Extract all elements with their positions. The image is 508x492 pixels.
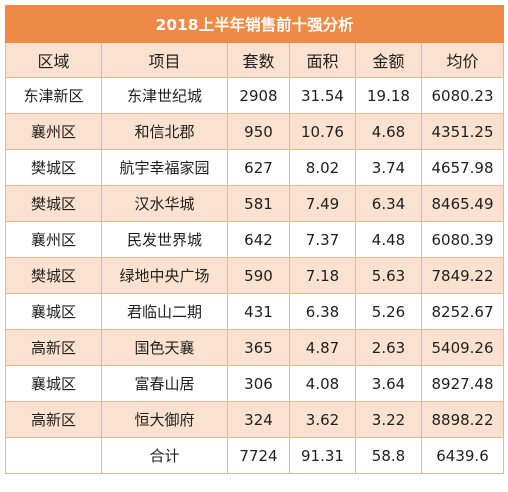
avg-price-cell: 7849.22 [420, 257, 505, 294]
project-cell: 航宇幸福家园 [101, 149, 228, 186]
header-row: 区域 项目 套数 面积 金额 均价 [5, 42, 505, 78]
total-label: 合计 [101, 437, 228, 474]
table-row: 樊城区 航宇幸福家园 627 8.02 3.74 4657.98 [5, 149, 505, 186]
region-cell: 高新区 [5, 329, 102, 366]
column-header-units: 套数 [227, 42, 290, 78]
total-units: 7724 [227, 437, 290, 474]
sales-top10-table: 2018上半年销售前十强分析 区域 项目 套数 面积 金额 均价 东津新区 东津世… [4, 5, 505, 474]
total-region-cell [5, 437, 102, 474]
avg-price-cell: 8465.49 [420, 185, 505, 222]
project-cell: 恒大御府 [101, 401, 228, 438]
units-cell: 365 [227, 329, 290, 366]
avg-price-cell: 8898.22 [420, 401, 505, 438]
column-header-region: 区域 [5, 42, 102, 78]
amount-cell: 4.68 [355, 113, 422, 150]
units-cell: 590 [227, 257, 290, 294]
region-cell: 高新区 [5, 401, 102, 438]
table-row: 樊城区 绿地中央广场 590 7.18 5.63 7849.22 [5, 257, 505, 294]
amount-cell: 4.48 [355, 221, 422, 258]
amount-cell: 3.22 [355, 401, 422, 438]
table-body: 东津新区 东津世纪城 2908 31.54 19.18 6080.23 襄州区 和信北郡 950… [5, 77, 505, 438]
region-cell: 樊城区 [5, 257, 102, 294]
area-cell: 10.76 [289, 113, 356, 150]
project-cell: 东津世纪城 [101, 77, 228, 114]
project-cell: 和信北郡 [101, 113, 228, 150]
area-cell: 31.54 [289, 77, 356, 114]
table-row: 东津新区 东津世纪城 2908 31.54 19.18 6080.23 [5, 77, 505, 114]
title-row: 2018上半年销售前十强分析 [4, 5, 505, 43]
area-cell: 4.87 [289, 329, 356, 366]
units-cell: 950 [227, 113, 290, 150]
amount-cell: 5.26 [355, 293, 422, 330]
avg-price-cell: 6080.23 [420, 77, 505, 114]
amount-cell: 3.64 [355, 365, 422, 402]
amount-cell: 6.34 [355, 185, 422, 222]
column-header-avg-price: 均价 [420, 42, 505, 78]
amount-cell: 5.63 [355, 257, 422, 294]
project-cell: 富春山居 [101, 365, 228, 402]
area-cell: 3.62 [289, 401, 356, 438]
region-cell: 襄州区 [5, 221, 102, 258]
units-cell: 431 [227, 293, 290, 330]
region-cell: 樊城区 [5, 185, 102, 222]
units-cell: 2908 [227, 77, 290, 114]
avg-price-cell: 8927.48 [420, 365, 505, 402]
project-cell: 民发世界城 [101, 221, 228, 258]
units-cell: 581 [227, 185, 290, 222]
column-header-area: 面积 [289, 42, 356, 78]
table-row: 高新区 恒大御府 324 3.62 3.22 8898.22 [5, 401, 505, 438]
amount-cell: 19.18 [355, 77, 422, 114]
table-row: 襄州区 民发世界城 642 7.37 4.48 6080.39 [5, 221, 505, 258]
units-cell: 627 [227, 149, 290, 186]
project-cell: 君临山二期 [101, 293, 228, 330]
total-area: 91.31 [289, 437, 356, 474]
units-cell: 642 [227, 221, 290, 258]
project-cell: 绿地中央广场 [101, 257, 228, 294]
table-title: 2018上半年销售前十强分析 [4, 5, 505, 43]
total-row: 合计 7724 91.31 58.8 6439.6 [5, 437, 505, 474]
area-cell: 7.37 [289, 221, 356, 258]
avg-price-cell: 6080.39 [420, 221, 505, 258]
project-cell: 汉水华城 [101, 185, 228, 222]
region-cell: 襄城区 [5, 293, 102, 330]
avg-price-cell: 8252.67 [420, 293, 505, 330]
total-avg-price: 6439.6 [420, 437, 505, 474]
table-row: 襄城区 富春山居 306 4.08 3.64 8927.48 [5, 365, 505, 402]
region-cell: 东津新区 [5, 77, 102, 114]
region-cell: 襄城区 [5, 365, 102, 402]
area-cell: 4.08 [289, 365, 356, 402]
region-cell: 襄州区 [5, 113, 102, 150]
amount-cell: 2.63 [355, 329, 422, 366]
avg-price-cell: 5409.26 [420, 329, 505, 366]
area-cell: 6.38 [289, 293, 356, 330]
area-cell: 8.02 [289, 149, 356, 186]
region-cell: 樊城区 [5, 149, 102, 186]
project-cell: 国色天襄 [101, 329, 228, 366]
units-cell: 306 [227, 365, 290, 402]
total-amount: 58.8 [355, 437, 422, 474]
table-row: 襄州区 和信北郡 950 10.76 4.68 4351.25 [5, 113, 505, 150]
amount-cell: 3.74 [355, 149, 422, 186]
column-header-project: 项目 [101, 42, 228, 78]
avg-price-cell: 4657.98 [420, 149, 505, 186]
avg-price-cell: 4351.25 [420, 113, 505, 150]
table-row: 高新区 国色天襄 365 4.87 2.63 5409.26 [5, 329, 505, 366]
area-cell: 7.49 [289, 185, 356, 222]
area-cell: 7.18 [289, 257, 356, 294]
table-row: 襄城区 君临山二期 431 6.38 5.26 8252.67 [5, 293, 505, 330]
table-row: 樊城区 汉水华城 581 7.49 6.34 8465.49 [5, 185, 505, 222]
units-cell: 324 [227, 401, 290, 438]
column-header-amount: 金额 [355, 42, 422, 78]
